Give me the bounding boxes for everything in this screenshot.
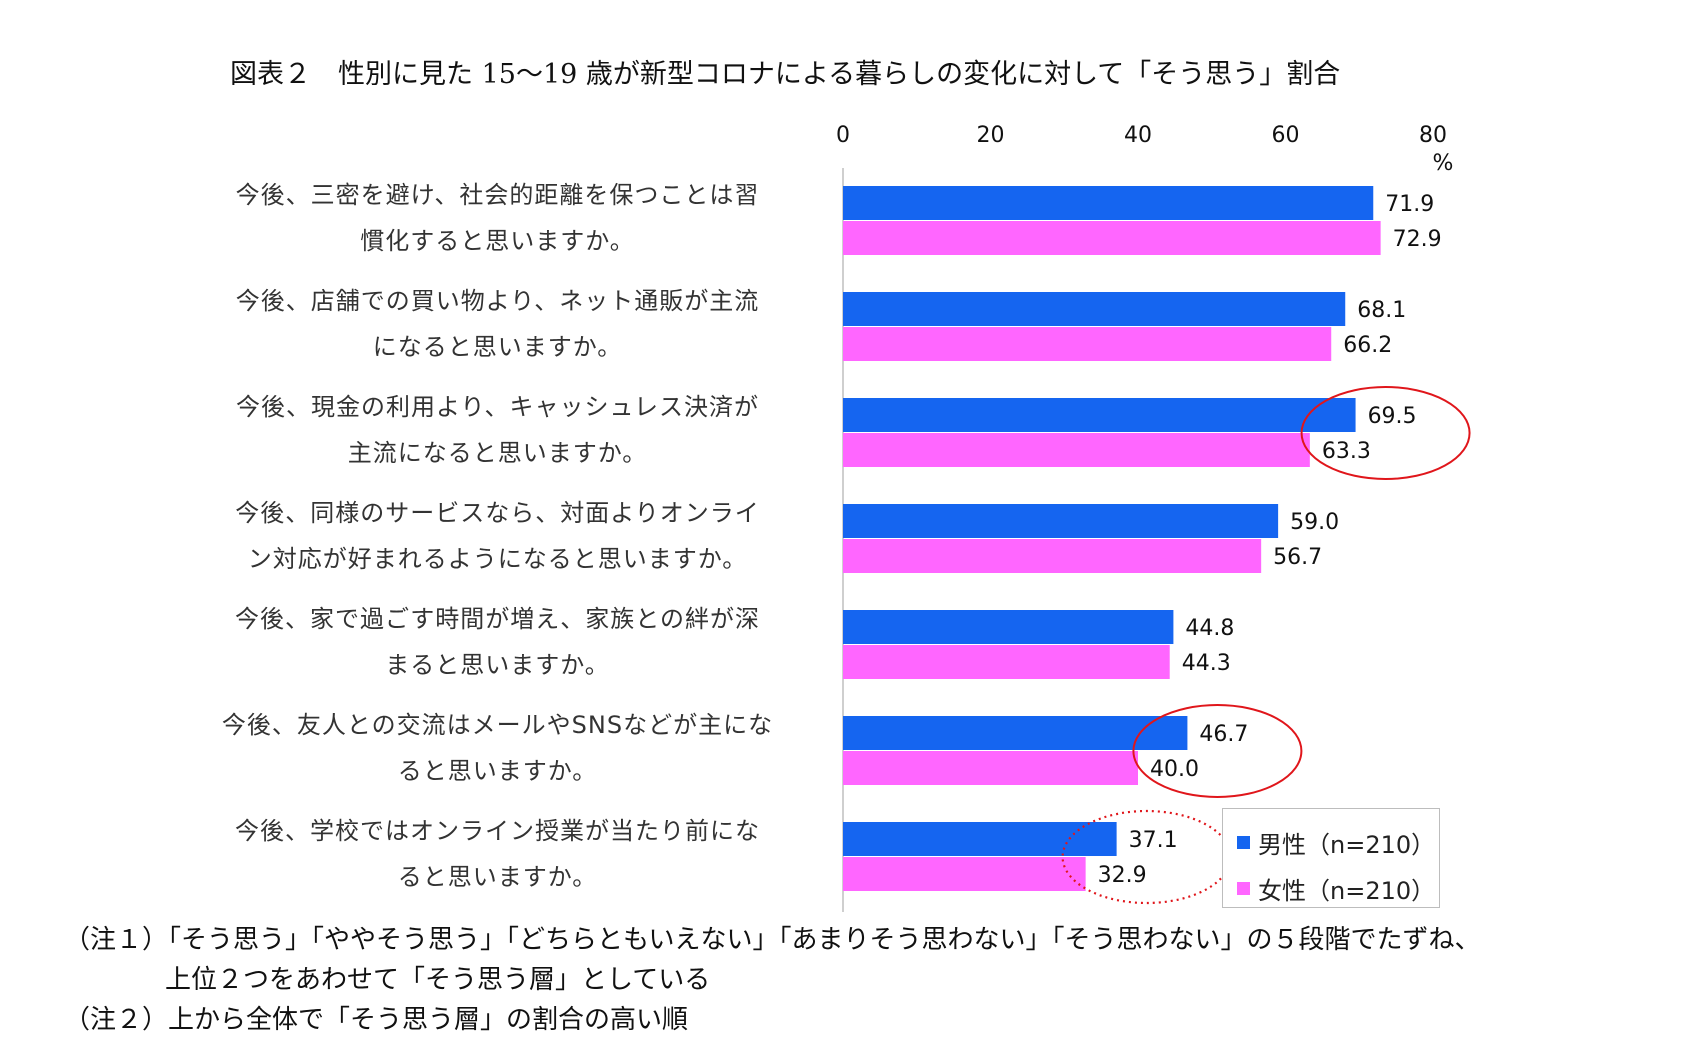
x-tick-label: 80 — [1419, 123, 1447, 148]
category-label: 今後、同様のサービスなら、対面よりオンライ ン対応が好まれるようになると思いますか… — [180, 490, 815, 582]
bar-female — [843, 645, 1170, 679]
x-unit-label: % — [1433, 151, 1454, 176]
x-tick-label: 0 — [836, 123, 850, 148]
category-label: 今後、店舗での買い物より、ネット通販が主流 になると思いますか。 — [180, 278, 815, 370]
bar-female — [843, 751, 1138, 785]
value-label: 46.7 — [1199, 722, 1248, 747]
category-label-line: ると思いますか。 — [397, 863, 598, 891]
category-label-line: 主流になると思いますか。 — [347, 439, 648, 467]
value-label: 63.3 — [1322, 439, 1371, 464]
x-tick-label: 20 — [977, 123, 1005, 148]
legend-swatch-male — [1237, 836, 1250, 849]
value-label: 37.1 — [1129, 828, 1178, 853]
category-label-line: 慣化すると思いますか。 — [360, 227, 635, 255]
bar-male — [843, 822, 1117, 856]
legend-swatch-female — [1237, 882, 1250, 895]
bar-female — [843, 539, 1262, 573]
bar-male — [843, 610, 1174, 644]
note-2: （注２）上から全体で「そう思う層」の割合の高い順 — [64, 1005, 689, 1035]
category-label-line: ると思いますか。 — [397, 757, 598, 785]
legend-item-female: 女性（n=210） — [1237, 871, 1435, 906]
category-label: 今後、友人との交流はメールやSNSなどが主にな ると思いますか。 — [180, 702, 815, 794]
value-label: 68.1 — [1357, 298, 1406, 323]
category-label-line: まると思いますか。 — [385, 651, 610, 679]
category-label-line: になると思いますか。 — [372, 333, 623, 361]
category-label: 今後、家で過ごす時間が増え、家族との絆が深 まると思いますか。 — [180, 596, 815, 688]
value-label: 71.9 — [1385, 192, 1434, 217]
value-label: 69.5 — [1368, 404, 1417, 429]
highlight-ellipse — [1132, 704, 1303, 798]
category-label: 今後、学校ではオンライン授業が当たり前にな ると思いますか。 — [180, 808, 815, 900]
chart-title: 図表２ 性別に見た 15～19 歳が新型コロナによる暮らしの変化に対して「そう思… — [230, 59, 1341, 90]
bar-female — [843, 221, 1381, 255]
category-label-line: 今後、友人との交流はメールやSNSなどが主にな — [221, 711, 774, 739]
bar-male — [843, 716, 1188, 750]
x-tick-label: 40 — [1124, 123, 1152, 148]
legend-label-female: 女性（n=210） — [1258, 877, 1436, 905]
category-label-line: ン対応が好まれるようになると思いますか。 — [247, 545, 748, 573]
category-label-line: 今後、店舗での買い物より、ネット通販が主流 — [235, 287, 760, 315]
value-label: 44.3 — [1182, 651, 1231, 676]
bar-female — [843, 327, 1332, 361]
category-label-line: 今後、家で過ごす時間が増え、家族との絆が深 — [235, 605, 760, 633]
bar-female — [843, 433, 1310, 467]
value-label: 44.8 — [1185, 616, 1234, 641]
category-label-line: 今後、現金の利用より、キャッシュレス決済が — [235, 393, 760, 421]
category-label: 今後、現金の利用より、キャッシュレス決済が 主流になると思いますか。 — [180, 384, 815, 476]
legend-item-male: 男性（n=210） — [1237, 825, 1435, 860]
value-label: 40.0 — [1150, 757, 1199, 782]
bar-male — [843, 186, 1374, 220]
category-label-line: 今後、同様のサービスなら、対面よりオンライ — [235, 499, 760, 527]
note-1-line-1: （注１）「そう思う」「ややそう思う」「どちらともいえない」「あまりそう思わない」… — [64, 925, 1481, 955]
bar-female — [843, 857, 1086, 891]
bar-male — [843, 504, 1279, 538]
bar-male — [843, 292, 1346, 326]
value-label: 72.9 — [1393, 227, 1442, 252]
footnotes: （注１）「そう思う」「ややそう思う」「どちらともいえない」「あまりそう思わない」… — [64, 920, 1480, 1040]
bar-male — [843, 398, 1356, 432]
value-label: 32.9 — [1098, 863, 1147, 888]
category-label-line: 今後、学校ではオンライン授業が当たり前にな — [235, 817, 760, 845]
highlight-ellipse — [1300, 386, 1471, 480]
value-label: 66.2 — [1343, 333, 1392, 358]
note-1-line-2: 上位２つをあわせて「そう思う層」としている — [165, 965, 711, 995]
value-label: 59.0 — [1290, 510, 1339, 535]
legend-label-male: 男性（n=210） — [1258, 831, 1436, 859]
x-tick-label: 60 — [1272, 123, 1300, 148]
legend: 男性（n=210） 女性（n=210） — [1222, 808, 1440, 908]
category-label-line: 今後、三密を避け、社会的距離を保つことは習 — [235, 181, 760, 209]
value-label: 56.7 — [1273, 545, 1322, 570]
category-label: 今後、三密を避け、社会的距離を保つことは習 慣化すると思いますか。 — [180, 172, 815, 264]
